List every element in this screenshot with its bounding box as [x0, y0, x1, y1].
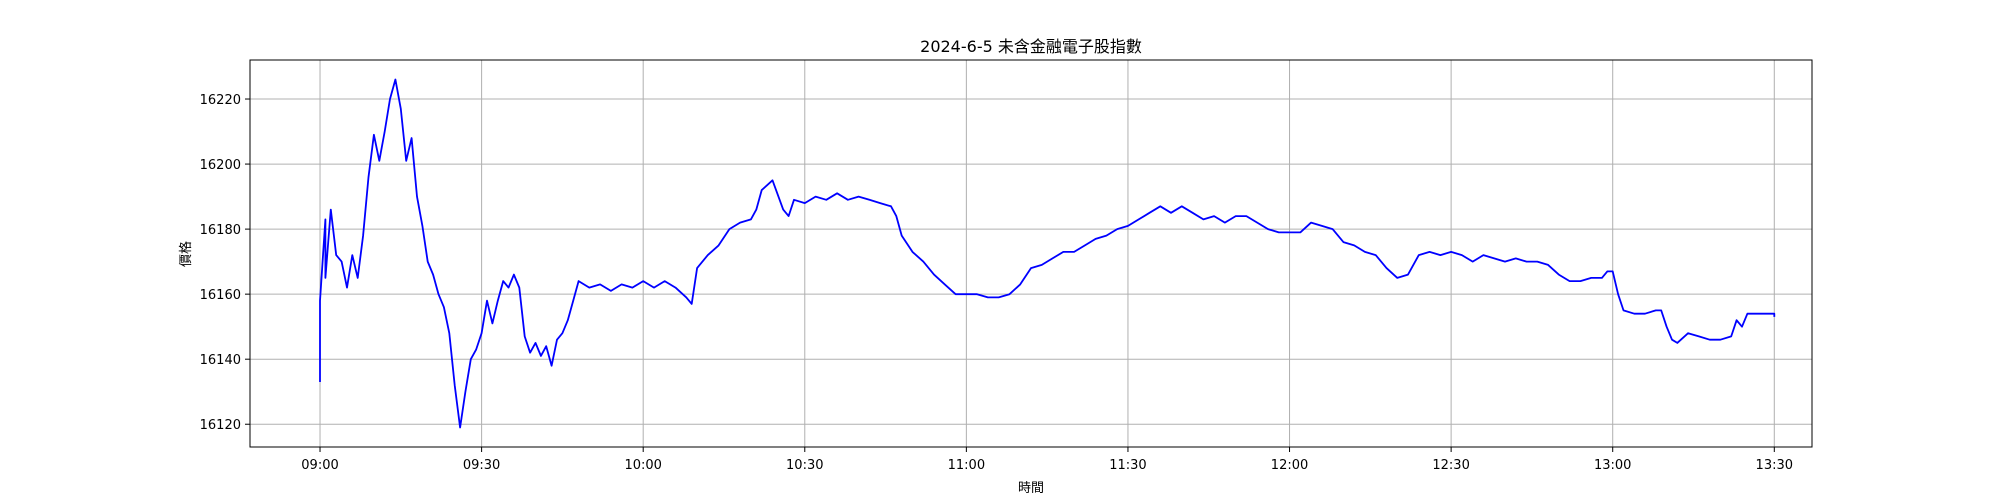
x-tick-label: 09:00 [301, 458, 338, 473]
x-tick-label: 13:00 [1594, 458, 1631, 473]
x-tick-label: 09:30 [463, 458, 500, 473]
x-axis-title: 時間 [1018, 481, 1044, 496]
x-axis: 09:00 09:30 10:00 10:30 11:00 11:30 12:00 12:30… [301, 447, 1793, 473]
y-tick-label: 16180 [200, 223, 241, 238]
plot-frame [249, 59, 1813, 448]
y-axis-title: 價格 [178, 241, 194, 267]
x-tick-label: 12:30 [1432, 458, 1469, 473]
x-tick-label: 11:30 [1109, 458, 1146, 473]
y-axis: 16120 16140 16160 16180 16200 16220 [200, 93, 250, 433]
y-tick-label: 16200 [200, 158, 241, 173]
series-line [319, 78, 1776, 429]
x-tick-label: 12:00 [1271, 458, 1308, 473]
y-tick-label: 16140 [200, 353, 241, 368]
y-tick-label: 16220 [200, 93, 241, 108]
x-tick-label: 10:30 [786, 458, 823, 473]
x-tick-label: 10:00 [624, 458, 661, 473]
x-tick-label: 13:30 [1756, 458, 1793, 473]
y-tick-label: 16120 [200, 418, 241, 433]
y-tick-label: 16160 [200, 288, 241, 303]
grid [250, 60, 1812, 447]
chart-title: 2024-6-5 未含金融電子股指數 [920, 37, 1142, 56]
x-tick-label: 11:00 [948, 458, 985, 473]
series-layer [319, 78, 1776, 429]
